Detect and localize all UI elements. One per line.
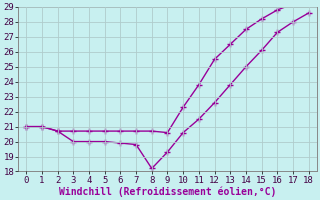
X-axis label: Windchill (Refroidissement éolien,°C): Windchill (Refroidissement éolien,°C) [59, 186, 276, 197]
